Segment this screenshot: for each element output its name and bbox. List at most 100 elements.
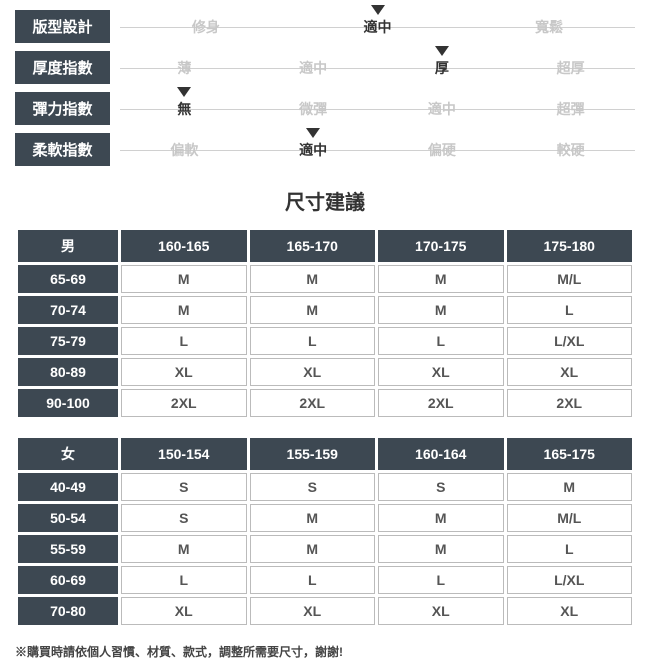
table-header-cell: 150-154 [121,438,247,470]
table-header-cell: 170-175 [378,230,504,262]
row-header-cell: 70-74 [18,296,118,324]
row-header-cell: 60-69 [18,566,118,594]
spec-label: 柔軟指數 [15,133,110,166]
table-cell: 2XL [378,389,504,417]
table-cell: XL [378,358,504,386]
table-header-cell: 160-165 [121,230,247,262]
table-cell: S [250,473,376,501]
table-row: 40-49SSSM [18,473,632,501]
table-cell: XL [378,597,504,625]
table-cell: M [121,265,247,293]
table-cell: XL [250,358,376,386]
row-header-cell: 55-59 [18,535,118,563]
row-header-cell: 50-54 [18,504,118,532]
table-cell: S [121,504,247,532]
table-header-cell: 175-180 [507,230,633,262]
table-row: 80-89XLXLXLXL [18,358,632,386]
table-cell: L [121,327,247,355]
row-header-cell: 75-79 [18,327,118,355]
scale-option: 超厚 [506,58,635,78]
table-row: 75-79LLLL/XL [18,327,632,355]
table-cell: S [121,473,247,501]
size-table: 男160-165165-170170-175175-18065-69MMMM/L… [15,227,635,420]
table-cell: 2XL [250,389,376,417]
row-header-cell: 80-89 [18,358,118,386]
purchase-note: ※購買時請依個人習慣、材質、款式，調整所需要尺寸，謝謝! [15,643,635,660]
spec-scale: 無微彈適中超彈 [120,94,635,124]
spec-row: 厚度指數薄適中厚超厚 [15,51,635,84]
row-header-cell: 70-80 [18,597,118,625]
scale-option: 超彈 [506,99,635,119]
table-header-cell: 165-170 [250,230,376,262]
row-header-cell: 90-100 [18,389,118,417]
scale-option: 適中 [378,99,507,119]
table-cell: M [250,504,376,532]
scale-option: 厚 [378,58,507,78]
table-cell: XL [507,597,633,625]
table-cell: M/L [507,504,633,532]
scale-option: 無 [120,99,249,119]
size-table: 女150-154155-159160-164165-17540-49SSSM50… [15,435,635,628]
section-title: 尺寸建議 [15,186,635,215]
table-cell: L [250,566,376,594]
scale-option: 偏硬 [378,140,507,160]
table-cell: M [507,473,633,501]
table-cell: M/L [507,265,633,293]
table-cell: L [507,296,633,324]
table-cell: M [250,265,376,293]
scale-option: 偏軟 [120,140,249,160]
table-cell: M [250,535,376,563]
spec-row: 彈力指數無微彈適中超彈 [15,92,635,125]
scale-option: 適中 [292,17,464,37]
table-row: 65-69MMMM/L [18,265,632,293]
table-row: 70-80XLXLXLXL [18,597,632,625]
table-cell: M [121,296,247,324]
table-cell: L [507,535,633,563]
row-header-cell: 65-69 [18,265,118,293]
table-cell: M [378,504,504,532]
table-cell: 2XL [121,389,247,417]
table-cell: XL [121,358,247,386]
table-cell: XL [250,597,376,625]
spec-label: 版型設計 [15,10,110,43]
spec-scale: 修身適中寬鬆 [120,12,635,42]
scale-option: 適中 [249,140,378,160]
spec-scale: 薄適中厚超厚 [120,53,635,83]
spec-row: 柔軟指數偏軟適中偏硬較硬 [15,133,635,166]
table-row: 50-54SMMM/L [18,504,632,532]
table-cell: XL [121,597,247,625]
table-header-cell: 160-164 [378,438,504,470]
scale-option: 寬鬆 [463,17,635,37]
table-cell: S [378,473,504,501]
spec-label: 彈力指數 [15,92,110,125]
table-row: 90-1002XL2XL2XL2XL [18,389,632,417]
table-cell: L [378,566,504,594]
table-cell: 2XL [507,389,633,417]
spec-scale: 偏軟適中偏硬較硬 [120,135,635,165]
spec-row: 版型設計修身適中寬鬆 [15,10,635,43]
scale-option: 微彈 [249,99,378,119]
table-row: 70-74MMML [18,296,632,324]
table-cell: M [121,535,247,563]
table-header-cell: 男 [18,230,118,262]
table-cell: L/XL [507,327,633,355]
tables-container: 男160-165165-170170-175175-18065-69MMMM/L… [15,227,635,628]
spec-label: 厚度指數 [15,51,110,84]
scale-option: 較硬 [506,140,635,160]
table-row: 60-69LLLL/XL [18,566,632,594]
table-header-cell: 165-175 [507,438,633,470]
row-header-cell: 40-49 [18,473,118,501]
table-cell: M [378,265,504,293]
table-cell: M [250,296,376,324]
table-cell: XL [507,358,633,386]
table-cell: M [378,535,504,563]
table-cell: L/XL [507,566,633,594]
scale-option: 適中 [249,58,378,78]
scale-option: 薄 [120,58,249,78]
table-header-cell: 155-159 [250,438,376,470]
specs-container: 版型設計修身適中寬鬆厚度指數薄適中厚超厚彈力指數無微彈適中超彈柔軟指數偏軟適中偏… [15,10,635,166]
table-row: 55-59MMML [18,535,632,563]
table-cell: L [378,327,504,355]
table-cell: L [121,566,247,594]
scale-option: 修身 [120,17,292,37]
